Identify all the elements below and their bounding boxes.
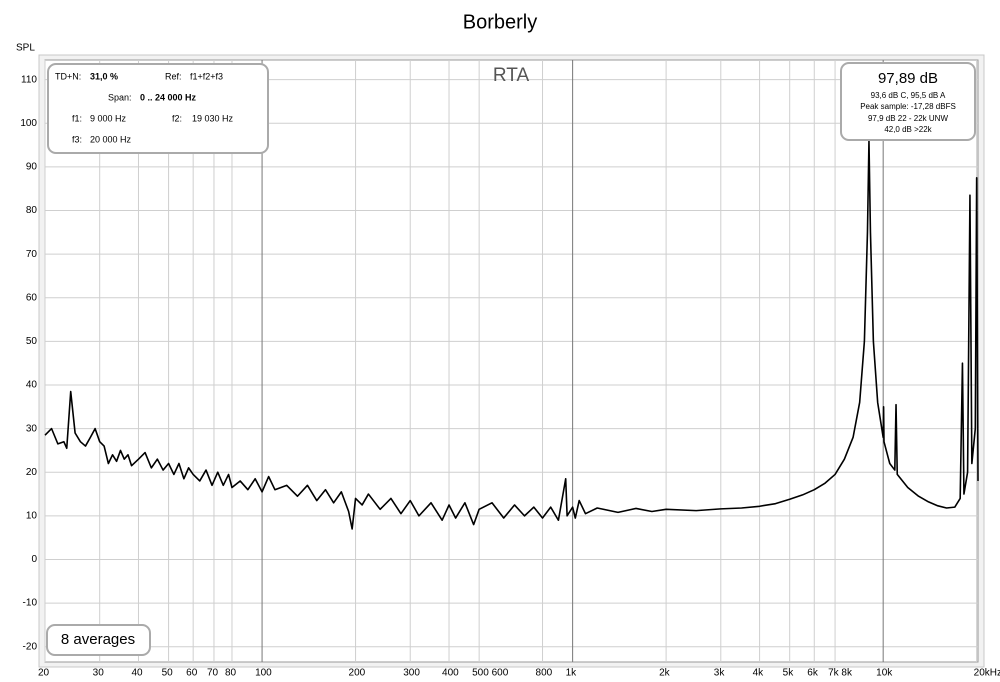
info-label: f3: [72,134,82,144]
x-tick-label: 6k [807,668,819,679]
x-tick-label: 300 [403,668,420,679]
info-value: 20 000 Hz [90,134,132,144]
y-tick-label: 10 [26,511,38,522]
x-tick-label: 5k [783,668,795,679]
y-tick-label: 100 [20,118,37,129]
x-tick-label: 100 [255,668,272,679]
averages-frame [46,624,151,656]
x-tick-label: 40 [131,668,143,679]
x-tick-label: 7k 8k [828,668,853,679]
y-tick-label: 40 [26,380,38,391]
y-tick-label: -20 [23,641,38,652]
y-tick-label: 90 [26,162,38,173]
info-value: f1+f2+f3 [190,71,223,81]
level-frame [840,62,976,141]
level-line: Peak sample: -17,28 dBFS [860,102,956,111]
y-tick-label: 20 [26,467,38,478]
info-label: Span: [108,92,132,102]
info-label: f2: [172,113,182,123]
x-tick-label: 800 [536,668,553,679]
info-value: 9 000 Hz [90,113,127,123]
info-value: 19 030 Hz [192,113,234,123]
x-tick-label: 200 [349,668,366,679]
x-tick-label: 30 [93,668,105,679]
y-tick-label: 30 [26,423,38,434]
y-tick-label: 80 [26,205,38,216]
x-tick-label: 20 [38,668,50,679]
info-label: TD+N: [55,71,81,81]
x-tick-label: 2k [659,668,671,679]
level-line: 97,9 dB 22 - 22k UNW [868,114,948,123]
watermark: RTA [493,65,530,86]
x-tick-label: 10k [876,668,893,679]
chart-title: Borberly [463,11,537,33]
y-tick-label: 70 [26,249,38,260]
x-tick-label: 60 [186,668,198,679]
level-line: 42,0 dB >22k [884,125,932,134]
level-line: 93,6 dB C, 95,5 dB A [871,91,946,100]
level-main: 97,89 dB [878,70,938,87]
x-tick-label: 50 [162,668,174,679]
y-tick-label: 50 [26,336,38,347]
info-label: f1: [72,113,82,123]
x-tick-label: 20kHz [974,668,1000,679]
info-value: 31,0 % [90,71,118,81]
x-tick-label: 80 [225,668,237,679]
x-tick-label: 1k [566,668,578,679]
x-tick-label: 400 [442,668,459,679]
y-tick-label: 0 [31,554,37,565]
info-box: TD+N: 31,0 % Ref: f1+f2+f3 Span: 0 .. 24… [47,63,269,154]
plot-area [44,59,979,663]
y-tick-label: 60 [26,292,38,303]
info-label: Ref: [165,71,182,81]
x-tick-label: 70 [207,668,219,679]
grid [44,60,978,662]
spectrum-line [44,139,979,530]
x-tick-label: 500 600 [472,668,509,679]
level-box: 97,89 dB 93,6 dB C, 95,5 dB A Peak sampl… [840,62,976,141]
averages-box: 8 averages [46,624,151,656]
y-tick-label: 110 [21,74,37,85]
x-tick-label: 3k [714,668,726,679]
averages-label: 8 averages [61,631,135,648]
plot [44,139,979,530]
y-tick-label: -10 [23,598,38,609]
y-axis-label: SPL [16,43,35,54]
info-frame [47,63,269,154]
x-tick-label: 4k [753,668,765,679]
info-value: 0 .. 24 000 Hz [140,92,197,102]
